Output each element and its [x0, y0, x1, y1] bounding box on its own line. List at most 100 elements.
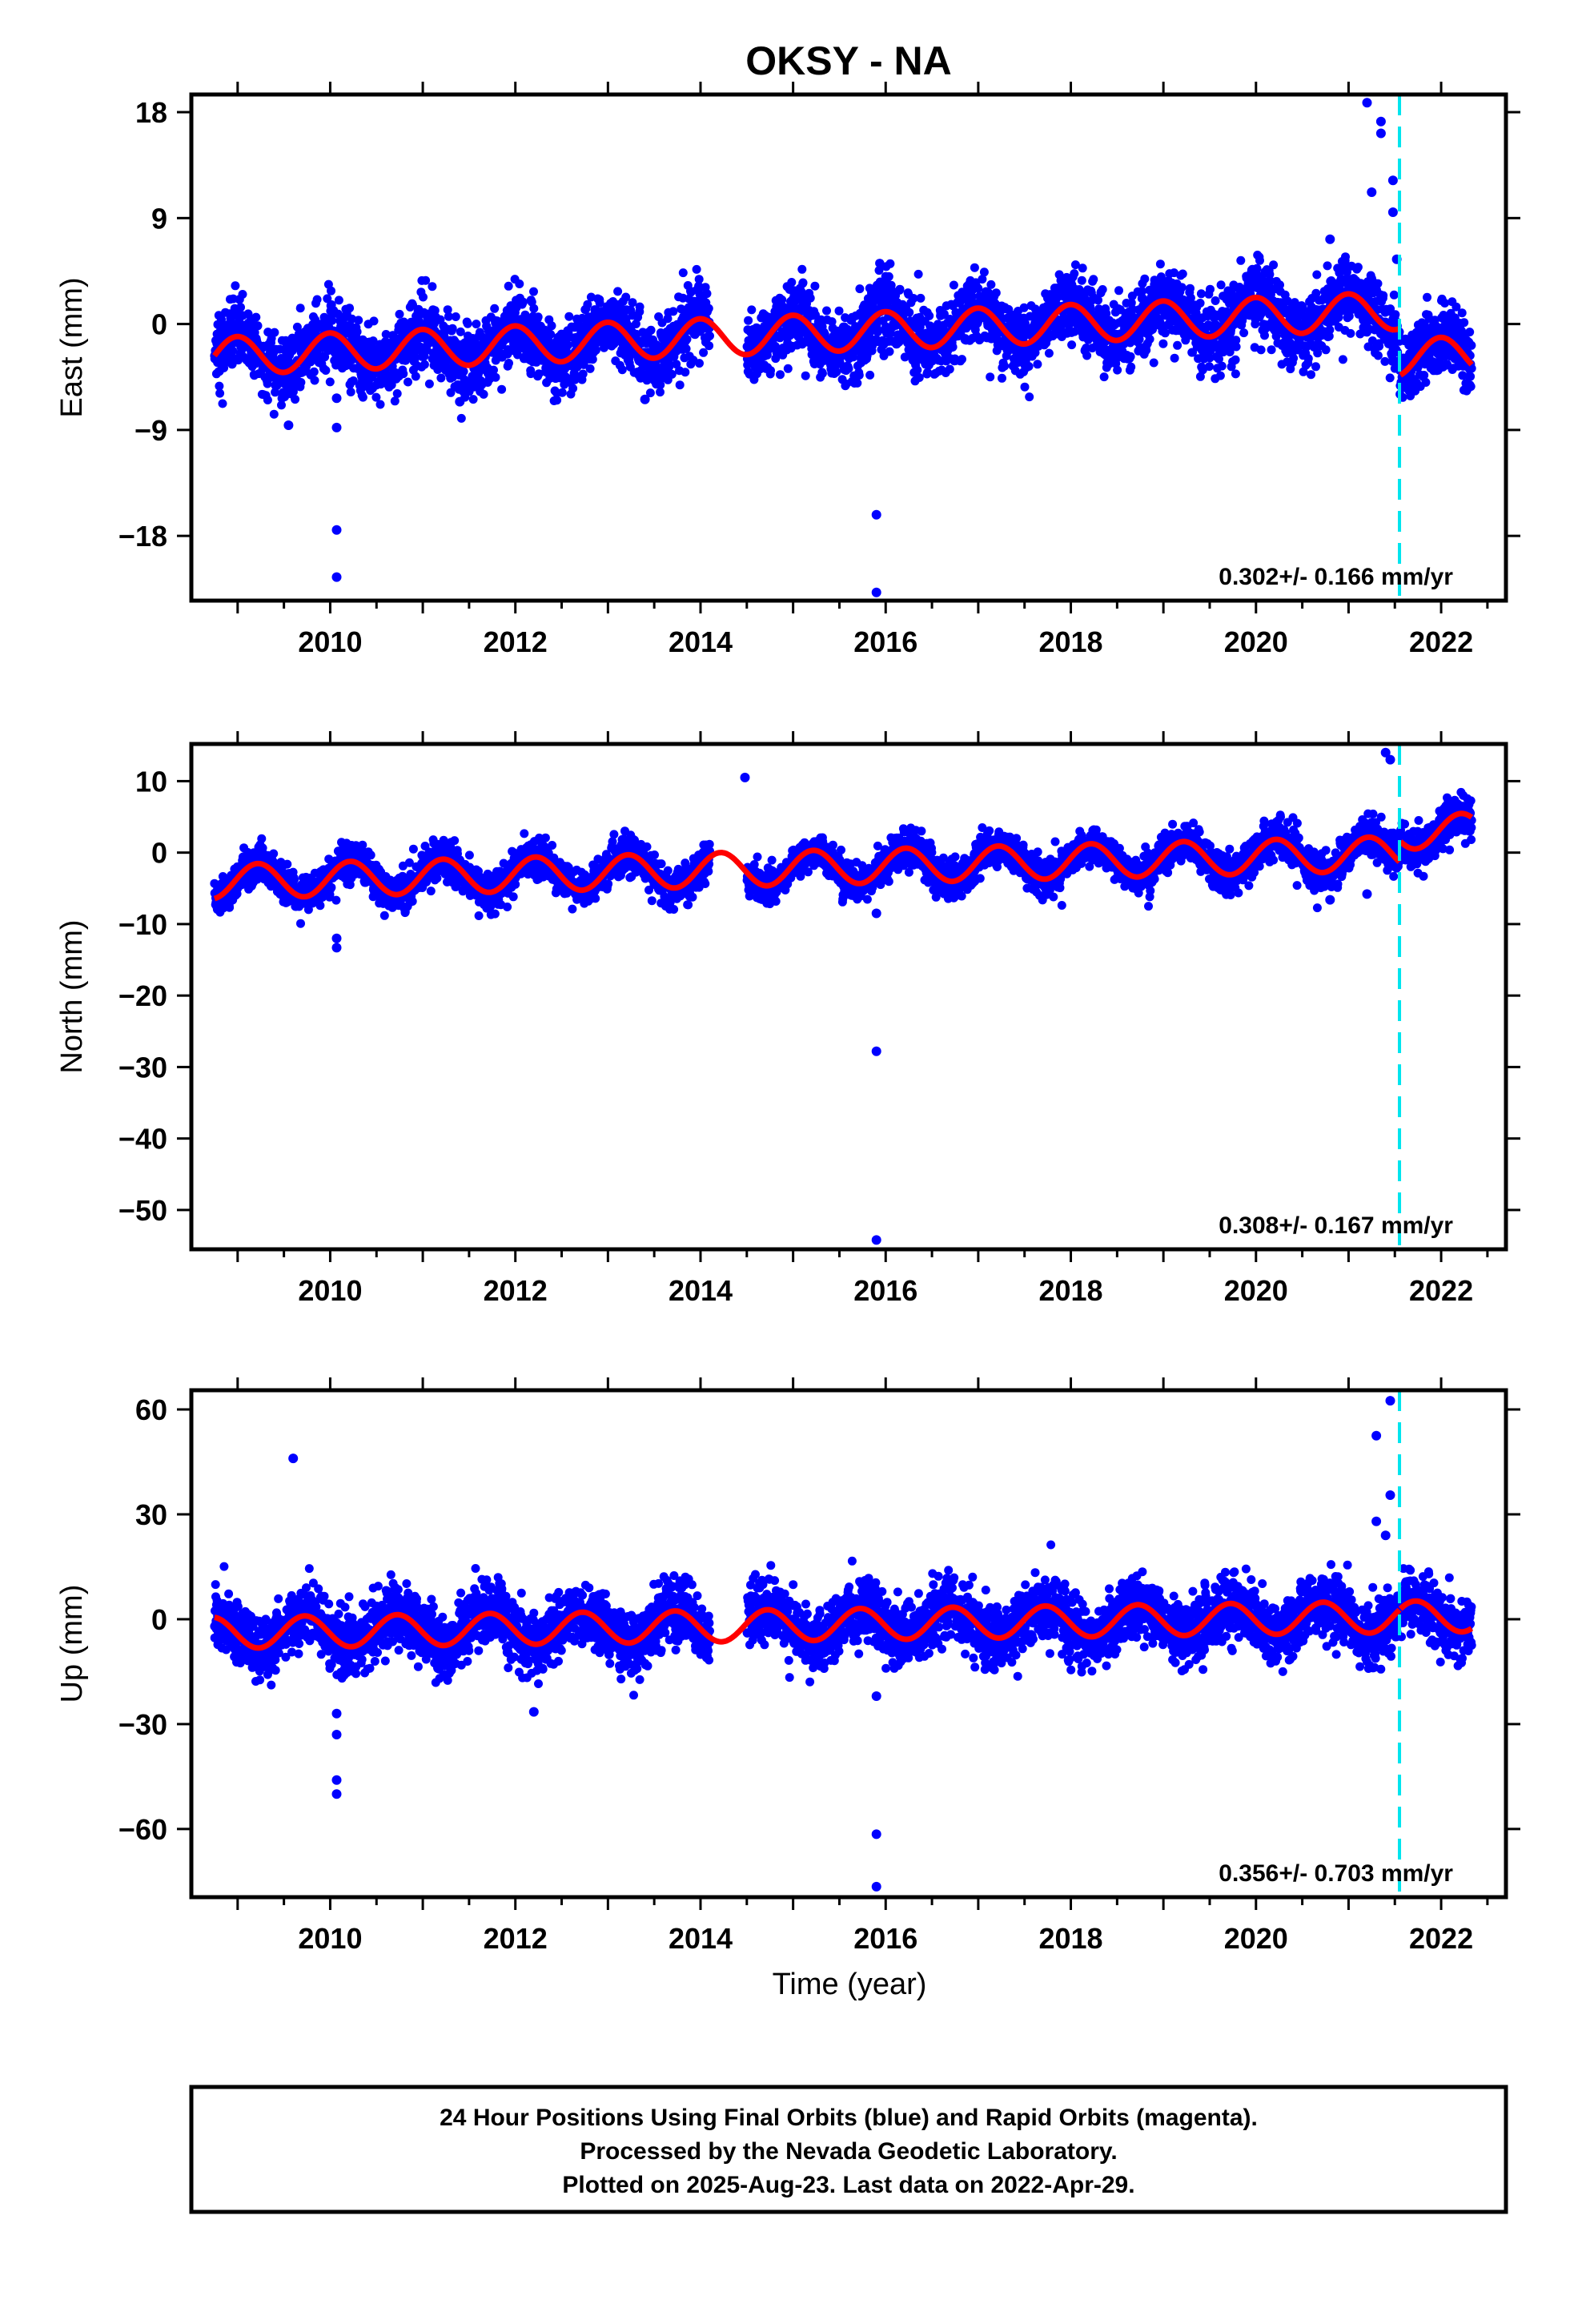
data-point — [1466, 382, 1476, 392]
data-point — [399, 369, 408, 379]
data-point — [547, 321, 556, 331]
data-point — [635, 302, 644, 312]
data-point — [1138, 287, 1147, 296]
data-point — [292, 322, 302, 332]
outlier-point — [1387, 207, 1398, 217]
data-point — [456, 327, 465, 336]
outlier-point — [331, 393, 342, 404]
data-point — [705, 341, 714, 351]
x-tick-label: 2014 — [669, 625, 733, 658]
data-point — [269, 409, 279, 419]
data-point — [368, 336, 378, 346]
data-point — [231, 281, 240, 291]
data-point — [1353, 263, 1363, 272]
data-point — [263, 396, 272, 404]
data-point — [291, 395, 300, 404]
data-point — [312, 295, 322, 304]
data-point — [459, 367, 468, 376]
data-point — [310, 376, 319, 385]
data-point — [468, 395, 478, 404]
data-point — [855, 284, 865, 294]
data-point — [1186, 283, 1195, 293]
data-point — [949, 280, 958, 290]
data-point — [1269, 260, 1279, 270]
data-point — [263, 328, 273, 337]
data-point — [1312, 270, 1322, 279]
data-point — [998, 373, 1006, 383]
data-point — [1126, 352, 1135, 361]
data-point — [277, 400, 286, 410]
data-point — [692, 264, 701, 274]
data-point — [705, 331, 714, 340]
data-point — [270, 328, 279, 337]
data-point — [798, 278, 808, 287]
data-point — [533, 312, 543, 322]
data-point — [588, 355, 597, 364]
data-point — [747, 305, 757, 315]
data-point — [325, 377, 335, 387]
outlier-point — [1367, 187, 1377, 197]
data-point — [1307, 370, 1315, 380]
velocity-annotation: 0.302+/- 0.166 mm/yr — [1219, 564, 1453, 590]
data-point — [1098, 285, 1107, 294]
data-point — [1460, 318, 1469, 328]
data-point — [1467, 340, 1476, 350]
data-point — [307, 355, 315, 364]
data-point — [1113, 365, 1122, 375]
data-point — [564, 312, 574, 321]
data-point — [1231, 355, 1240, 364]
data-point — [586, 292, 596, 302]
data-point — [913, 269, 923, 279]
data-point — [682, 335, 692, 344]
data-point — [529, 304, 539, 313]
data-point — [1178, 269, 1187, 279]
data-point — [557, 388, 567, 397]
data-point — [358, 392, 367, 402]
data-point — [1099, 372, 1109, 382]
data-point — [411, 353, 420, 363]
data-point — [704, 304, 713, 313]
data-point — [1024, 362, 1034, 371]
data-point — [269, 849, 279, 858]
data-point — [448, 324, 457, 333]
data-point — [295, 304, 305, 313]
data-point — [489, 365, 498, 375]
data-point — [1170, 353, 1179, 363]
data-point — [1215, 371, 1225, 380]
outlier-point — [871, 509, 881, 520]
data-point — [1025, 392, 1034, 402]
data-point — [801, 371, 810, 380]
data-point — [1325, 325, 1335, 335]
y-tick-label: 0 — [151, 308, 167, 341]
data-point — [1423, 292, 1431, 302]
data-point — [497, 384, 507, 394]
data-point — [1211, 296, 1220, 305]
data-point — [905, 308, 914, 317]
data-point — [678, 268, 688, 278]
data-point — [1155, 259, 1165, 269]
data-point — [411, 372, 420, 381]
data-point — [323, 294, 332, 304]
outlier-point — [1325, 234, 1335, 244]
y-tick-label: 18 — [135, 96, 167, 129]
data-point — [371, 392, 381, 402]
data-point — [1440, 299, 1450, 308]
data-point — [526, 369, 536, 379]
data-point — [1323, 261, 1332, 271]
data-point — [834, 306, 844, 316]
data-point — [463, 319, 472, 328]
data-point — [1033, 360, 1042, 369]
data-point — [1289, 353, 1299, 363]
data-point — [1044, 348, 1054, 358]
data-point — [669, 307, 678, 316]
data-point — [1082, 351, 1092, 360]
outlier-point — [331, 422, 342, 432]
data-point — [228, 346, 238, 356]
data-point — [1077, 275, 1086, 285]
outlier-point — [1362, 98, 1372, 108]
data-point — [534, 369, 544, 379]
data-point — [948, 342, 958, 352]
data-point — [986, 372, 995, 382]
data-point — [1385, 373, 1395, 383]
data-point — [433, 365, 443, 374]
